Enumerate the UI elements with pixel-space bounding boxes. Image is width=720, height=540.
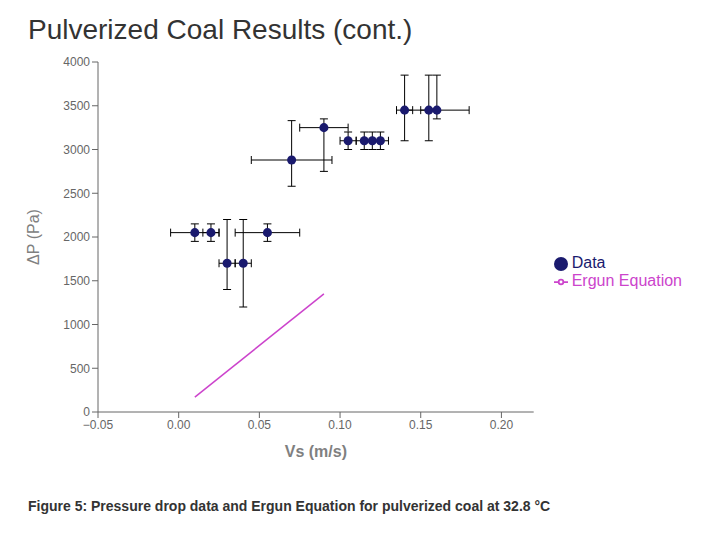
svg-text:2500: 2500 <box>63 187 90 201</box>
svg-text:0.00: 0.00 <box>167 418 191 432</box>
svg-text:0.05: 0.05 <box>248 418 272 432</box>
svg-text:1500: 1500 <box>63 274 90 288</box>
svg-text:Vs (m/s): Vs (m/s) <box>285 443 347 460</box>
svg-text:0.10: 0.10 <box>328 418 352 432</box>
svg-text:3500: 3500 <box>63 99 90 113</box>
svg-text:1000: 1000 <box>63 318 90 332</box>
svg-text:0: 0 <box>83 405 90 419</box>
html-text:Ergun Equation: Ergun Equation <box>571 272 682 289</box>
svg-text:3000: 3000 <box>63 143 90 157</box>
html-text:Pulverized Coal Results (cont.: Pulverized Coal Results (cont.) <box>28 14 413 45</box>
svg-text:0.20: 0.20 <box>490 418 514 432</box>
svg-text:2000: 2000 <box>63 230 90 244</box>
html-text:Figure 5: Pressure drop data a: Figure 5: Pressure drop data and Ergun E… <box>28 498 551 514</box>
svg-text:ΔP (Pa): ΔP (Pa) <box>25 209 42 265</box>
html-text:Data: Data <box>571 254 606 271</box>
svg-text:500: 500 <box>70 362 90 376</box>
svg-text:4000: 4000 <box>63 55 90 69</box>
svg-text:0.15: 0.15 <box>409 418 433 432</box>
svg-text:−0.05: −0.05 <box>83 418 114 432</box>
